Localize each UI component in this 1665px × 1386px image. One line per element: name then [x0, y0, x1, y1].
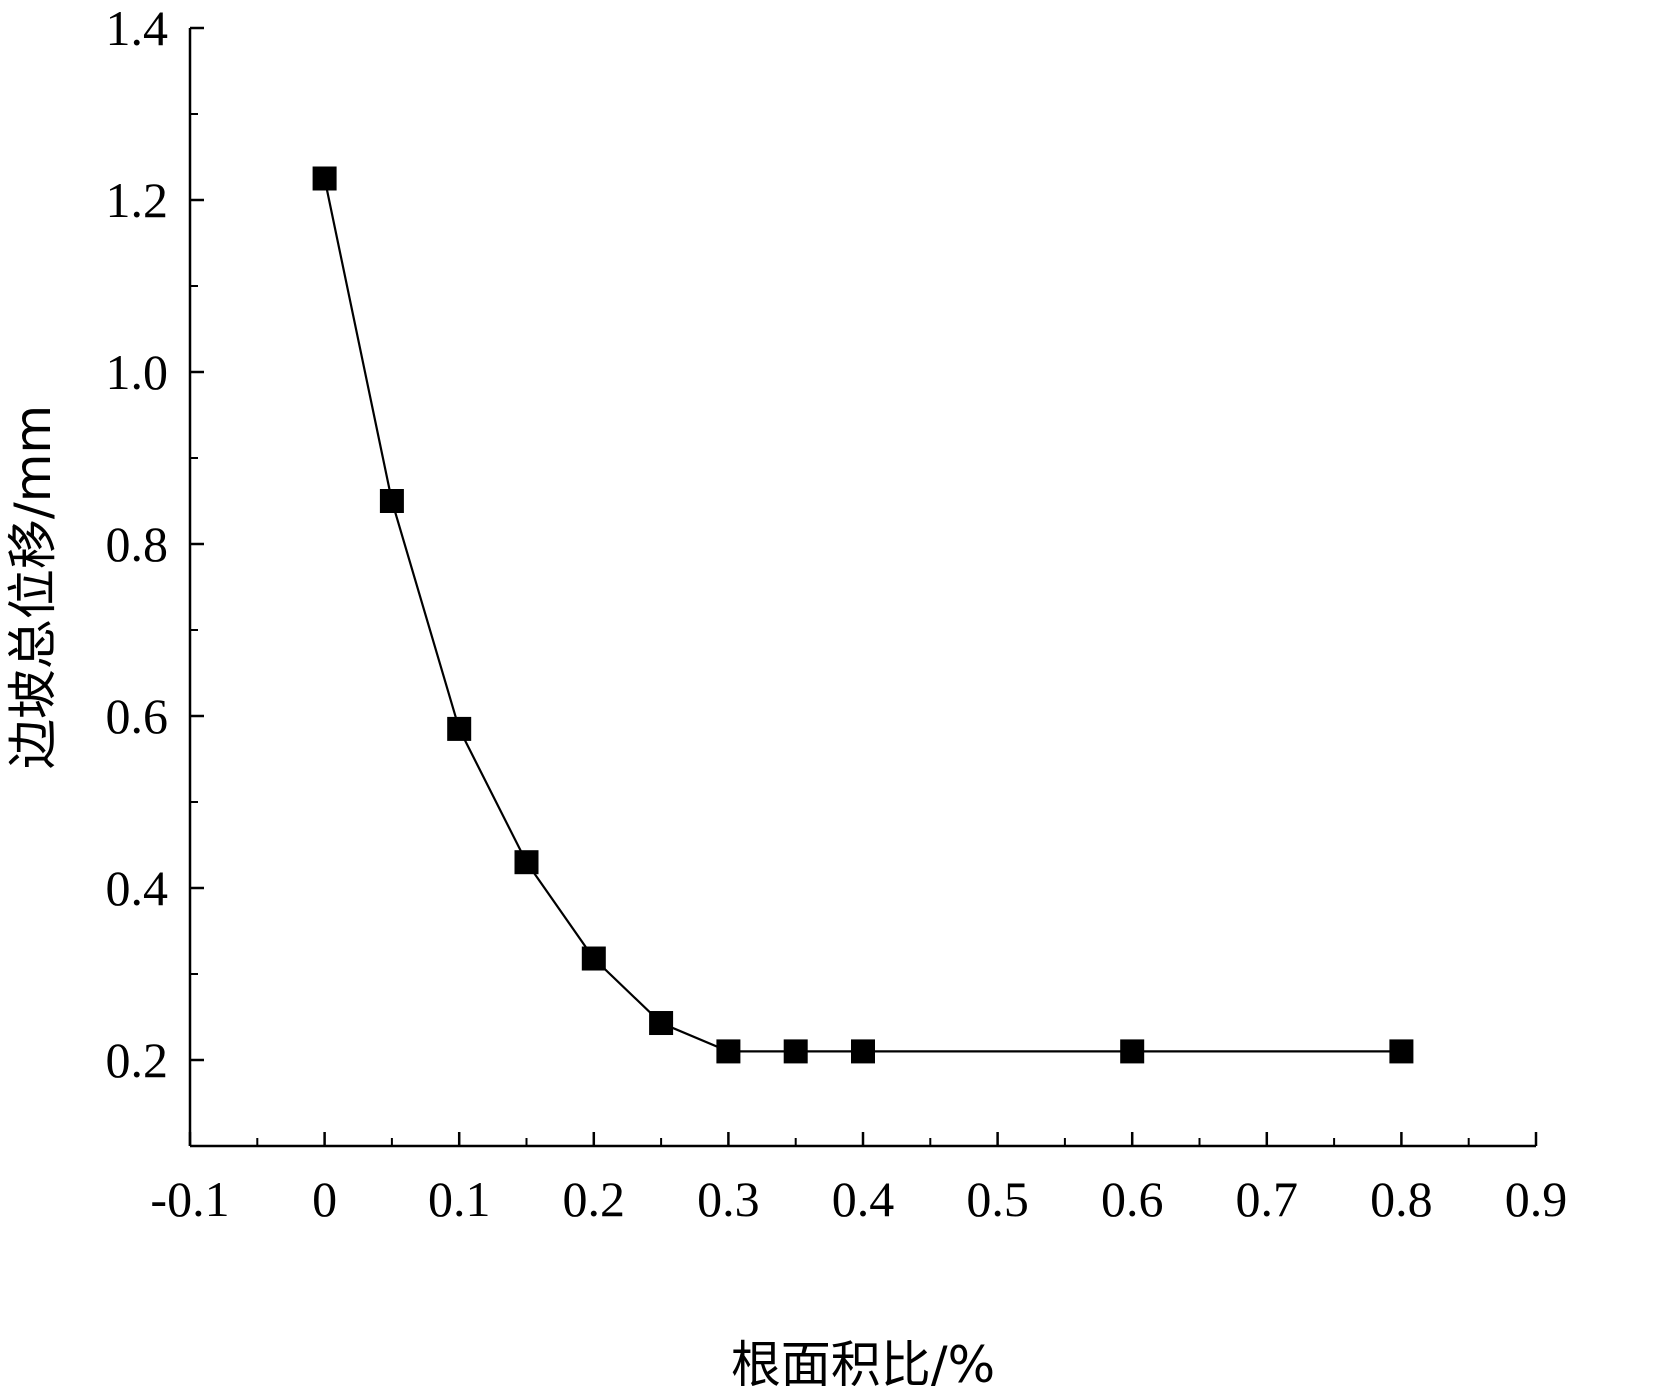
ticks — [188, 26, 1538, 1147]
data-point — [379, 489, 404, 513]
data-point — [649, 1011, 674, 1036]
y-tick-label: 0.8 — [106, 516, 169, 572]
x-tick-label: 0.5 — [966, 1171, 1029, 1227]
x-tick-label: -0.1 — [150, 1171, 229, 1227]
x-tick-label: 0.1 — [428, 1171, 491, 1227]
tick-labels: -0.1 0 0.1 0.2 0.3 0.4 0.5 0.6 0.7 0.8 0.9 0.2 0.4 0.… — [106, 0, 1568, 1227]
data-point — [783, 1039, 808, 1064]
x-tick-label: 0.4 — [832, 1171, 895, 1227]
x-tick-label: 0.7 — [1236, 1171, 1299, 1227]
series — [312, 166, 1414, 1064]
series-line — [323, 178, 1402, 1053]
data-point — [312, 166, 337, 191]
axes — [188, 28, 1536, 1148]
y-tick-label: 0.4 — [106, 860, 169, 916]
x-tick-label: 0.3 — [697, 1171, 760, 1227]
y-axis-title: 边坡总位移/mm — [4, 405, 62, 769]
data-point — [851, 1039, 875, 1064]
data-point — [1389, 1039, 1414, 1064]
data-point — [716, 1039, 741, 1064]
x-tick-label: 0.8 — [1370, 1171, 1433, 1227]
y-tick-label: 1.2 — [106, 172, 169, 228]
x-axis-title: 根面积比/% — [731, 1336, 995, 1386]
x-tick-label: 0.2 — [563, 1171, 626, 1227]
x-tick-label: 0.9 — [1505, 1171, 1568, 1227]
y-tick-label: 1.0 — [106, 344, 169, 400]
data-point — [447, 716, 472, 741]
y-tick-label: 0.2 — [106, 1032, 169, 1088]
x-tick-label: 0.6 — [1101, 1171, 1164, 1227]
x-tick-label: 0 — [312, 1171, 337, 1227]
y-tick-label: 0.6 — [106, 688, 169, 744]
data-point — [581, 946, 606, 971]
data-point — [1120, 1039, 1145, 1064]
y-tick-label: 1.4 — [106, 0, 169, 56]
data-point — [514, 850, 539, 875]
